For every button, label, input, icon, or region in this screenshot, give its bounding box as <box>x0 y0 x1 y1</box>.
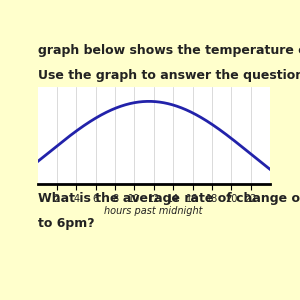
Text: What is the average rate of change of the temperature fr: What is the average rate of change of th… <box>38 192 300 205</box>
Text: graph below shows the temperature change throughout: graph below shows the temperature change… <box>38 44 300 57</box>
Text: Use the graph to answer the questions below.: Use the graph to answer the questions be… <box>38 69 300 82</box>
Text: to 6pm?: to 6pm? <box>38 217 94 230</box>
X-axis label: hours past midnight: hours past midnight <box>104 206 203 216</box>
